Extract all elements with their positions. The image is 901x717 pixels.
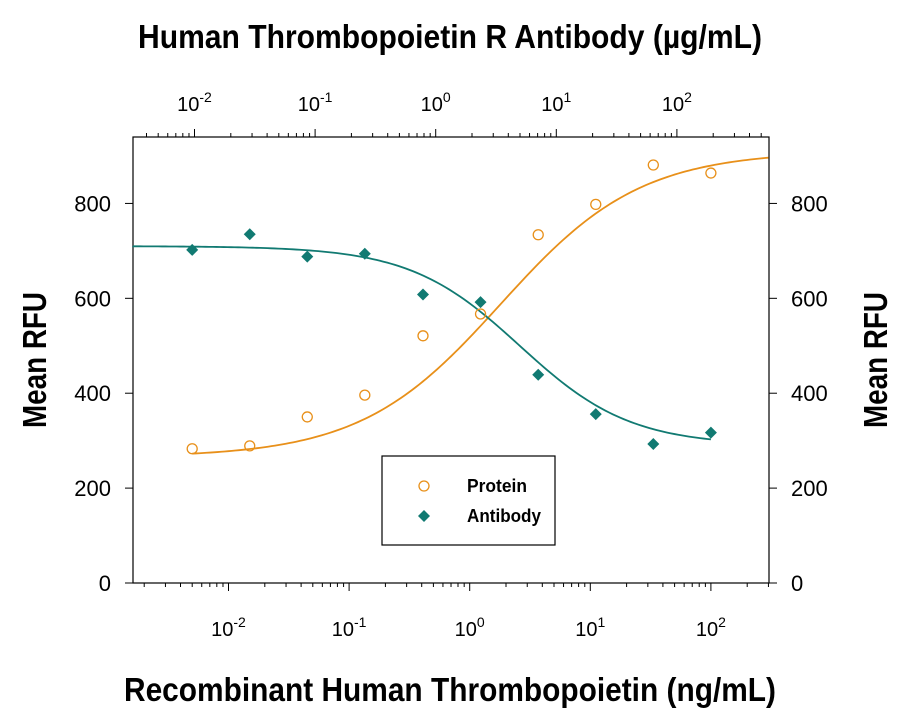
data-point-protein xyxy=(359,389,371,401)
y-left-tick-label: 600 xyxy=(74,286,111,311)
legend-label-protein: Protein xyxy=(467,476,527,496)
data-point-protein xyxy=(532,229,544,241)
x-top-tick-label: 10-2 xyxy=(177,89,212,116)
fit-curve-protein xyxy=(192,156,769,455)
legend: Protein Antibody xyxy=(381,455,556,546)
x-bottom-tick-label: 101 xyxy=(575,614,605,641)
data-point-antibody xyxy=(532,368,545,381)
x-top-tick-label: 100 xyxy=(421,89,451,116)
data-point-protein xyxy=(590,198,602,211)
right-axis-title: Mean RFU xyxy=(857,292,894,428)
axes-layer: 10-2 10-1 100 101 102 10-2 10-1 100 101 102 0 200 40… xyxy=(74,89,827,641)
data-point-antibody xyxy=(301,250,314,263)
x-bottom-tick-label: 10-1 xyxy=(332,614,367,641)
data-point-protein xyxy=(244,440,256,452)
data-point-antibody xyxy=(589,408,602,421)
data-point-protein xyxy=(301,411,313,423)
data-point-protein xyxy=(647,159,659,171)
y-right-tick-label: 0 xyxy=(791,571,803,596)
y-left-tick-label: 400 xyxy=(74,381,111,406)
data-point-protein xyxy=(186,443,198,455)
fit-curve-antibody xyxy=(132,245,711,441)
bottom-axis-title: Recombinant Human Thrombopoietin (ng/mL) xyxy=(124,671,776,708)
legend-label-antibody: Antibody xyxy=(467,506,541,526)
y-right-tick-label: 400 xyxy=(791,381,828,406)
x-bottom-tick-label: 100 xyxy=(455,614,485,641)
data-point-antibody xyxy=(358,247,371,260)
data-point-protein xyxy=(417,330,429,342)
data-point-antibody xyxy=(186,243,199,256)
data-point-antibody xyxy=(647,437,660,450)
legend-box xyxy=(381,455,556,546)
data-point-protein xyxy=(474,308,487,320)
y-right-tick-label: 600 xyxy=(791,286,828,311)
x-bottom-tick-label: 102 xyxy=(696,614,726,641)
top-axis-title: Human Thrombopoietin R Antibody (µg/mL) xyxy=(138,18,762,55)
legend-marker-antibody xyxy=(418,510,430,522)
fit-curves xyxy=(132,156,769,455)
left-axis-title: Mean RFU xyxy=(16,292,53,428)
data-point-antibody xyxy=(243,228,256,241)
x-top-tick-label: 102 xyxy=(662,89,692,116)
y-left-tick-label: 800 xyxy=(74,191,111,216)
y-right-tick-label: 200 xyxy=(791,476,828,501)
legend-marker-protein xyxy=(418,480,430,492)
x-top-tick-label: 101 xyxy=(541,89,571,116)
y-left-tick-label: 0 xyxy=(99,571,111,596)
data-points xyxy=(186,159,717,455)
x-bottom-tick-label: 10-2 xyxy=(211,614,246,641)
y-left-tick-label: 200 xyxy=(74,476,111,501)
data-point-antibody xyxy=(417,288,430,301)
data-point-antibody xyxy=(474,296,487,309)
data-point-antibody xyxy=(704,426,717,439)
y-right-tick-label: 800 xyxy=(791,191,828,216)
data-point-protein xyxy=(705,167,717,179)
x-top-tick-label: 10-1 xyxy=(298,89,333,116)
